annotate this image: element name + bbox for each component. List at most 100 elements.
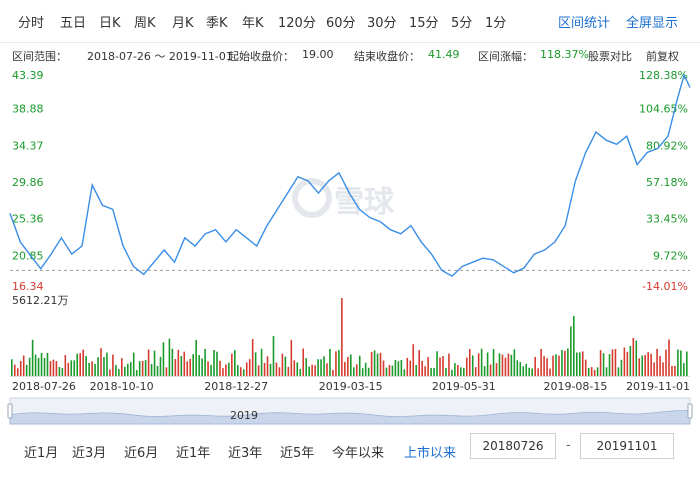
watermark-text: 雪球	[334, 185, 395, 220]
volume-bar	[64, 355, 67, 376]
volume-bar	[58, 367, 61, 376]
volume-bar	[599, 350, 602, 376]
x-axis-date-label: 2018-12-27	[204, 380, 268, 393]
adjust-mode-button[interactable]: 前复权	[646, 50, 679, 63]
tab-1min[interactable]: 1分	[485, 16, 507, 31]
volume-bar	[22, 355, 25, 376]
volume-bar	[61, 368, 64, 376]
volume-bar	[314, 365, 316, 376]
volume-bar	[534, 357, 536, 376]
tab-intraday[interactable]: 分时	[18, 16, 45, 31]
volume-bar	[578, 352, 581, 376]
volume-bar	[415, 364, 418, 376]
volume-bar	[662, 362, 664, 376]
volume-bar	[231, 353, 233, 376]
tab-weekly-k[interactable]: 周K	[134, 16, 156, 31]
watermark-logo-icon	[292, 178, 332, 218]
tab-5min[interactable]: 5分	[451, 16, 473, 31]
x-axis-date-label: 2018-07-26	[12, 380, 76, 393]
volume-bar	[254, 352, 257, 376]
volume-bar	[284, 356, 287, 376]
volume-bar	[216, 351, 218, 376]
volume-bar	[40, 352, 43, 376]
volume-bar	[641, 355, 644, 376]
volume-bar	[519, 362, 522, 376]
range-1y[interactable]: 近1年	[176, 446, 211, 461]
volume-bar	[70, 360, 73, 376]
range-label: 区间范围：	[12, 50, 67, 63]
start-date-input[interactable]	[470, 433, 556, 459]
range-6m[interactable]: 近6月	[124, 446, 159, 461]
range-stats-link[interactable]: 区间统计	[558, 16, 611, 31]
volume-bar	[409, 360, 412, 376]
volume-bar	[347, 356, 349, 376]
volume-bar	[326, 363, 328, 376]
tab-120min[interactable]: 120分	[278, 16, 316, 31]
volume-bar	[355, 364, 358, 376]
volume-bar	[454, 363, 456, 376]
volume-bar	[501, 354, 504, 376]
stock-compare-button[interactable]: 股票对比	[588, 50, 632, 63]
volume-bar	[13, 364, 16, 376]
tab-monthly-k[interactable]: 月K	[172, 16, 194, 31]
volume-bar	[299, 368, 302, 376]
volume-bar	[492, 349, 495, 376]
range-since-listing[interactable]: 上市以来	[404, 446, 457, 461]
tab-yearly-k[interactable]: 年K	[242, 16, 264, 31]
range-3y[interactable]: 近3年	[228, 446, 263, 461]
volume-bar	[165, 367, 168, 376]
range-change-label: 区间涨幅：	[478, 50, 533, 63]
volume-bar	[510, 354, 513, 376]
tab-60min[interactable]: 60分	[326, 16, 356, 31]
y-axis-percent-label: 104.65%	[639, 103, 688, 116]
volume-bar	[376, 353, 379, 376]
volume-bar	[686, 351, 688, 376]
volume-bar	[388, 365, 391, 376]
volume-bar	[364, 362, 367, 376]
navigator-right-handle[interactable]	[687, 403, 693, 419]
tab-quarterly-k[interactable]: 季K	[206, 16, 228, 31]
volume-bar	[647, 352, 649, 376]
range-3m[interactable]: 近3月	[72, 446, 107, 461]
volume-bar	[561, 350, 563, 376]
volume-bar	[281, 353, 284, 376]
volume-bar	[352, 367, 355, 376]
volume-bar	[522, 366, 525, 376]
tab-daily-k[interactable]: 日K	[99, 16, 121, 31]
volume-bar	[245, 362, 248, 376]
volume-bar	[573, 316, 575, 376]
range-1m[interactable]: 近1月	[24, 446, 59, 461]
volume-bar	[210, 364, 212, 376]
volume-bar	[76, 353, 79, 376]
volume-bar	[135, 369, 138, 376]
volume-bar	[186, 361, 189, 376]
volume-bar	[138, 361, 141, 376]
volume-bar	[379, 352, 382, 376]
volume-bar	[234, 350, 236, 376]
volume-bar	[260, 348, 263, 376]
range-5y[interactable]: 近5年	[280, 446, 315, 461]
volume-bar	[257, 365, 260, 376]
y-axis-price-label: 38.88	[12, 103, 44, 116]
volume-bar	[112, 354, 114, 376]
volume-bar	[516, 360, 519, 376]
tab-30min[interactable]: 30分	[367, 16, 397, 31]
volume-bar	[305, 358, 307, 376]
volume-bar	[564, 350, 566, 376]
volume-bar	[43, 357, 46, 376]
fullscreen-link[interactable]: 全屏显示	[626, 16, 679, 31]
volume-bar	[219, 360, 221, 376]
volume-bar	[400, 360, 403, 376]
volume-bar	[272, 336, 275, 376]
volume-bar	[626, 351, 629, 376]
volume-bar	[656, 348, 658, 376]
volume-bar	[31, 339, 34, 376]
tab-five-day[interactable]: 五日	[60, 16, 87, 31]
end-date-input[interactable]	[580, 433, 674, 459]
volume-bar	[156, 365, 159, 376]
volume-bar	[629, 345, 632, 376]
navigator-left-handle[interactable]	[7, 403, 13, 419]
tab-15min[interactable]: 15分	[409, 16, 439, 31]
volume-bar	[129, 362, 132, 376]
range-ytd[interactable]: 今年以来	[332, 446, 385, 461]
